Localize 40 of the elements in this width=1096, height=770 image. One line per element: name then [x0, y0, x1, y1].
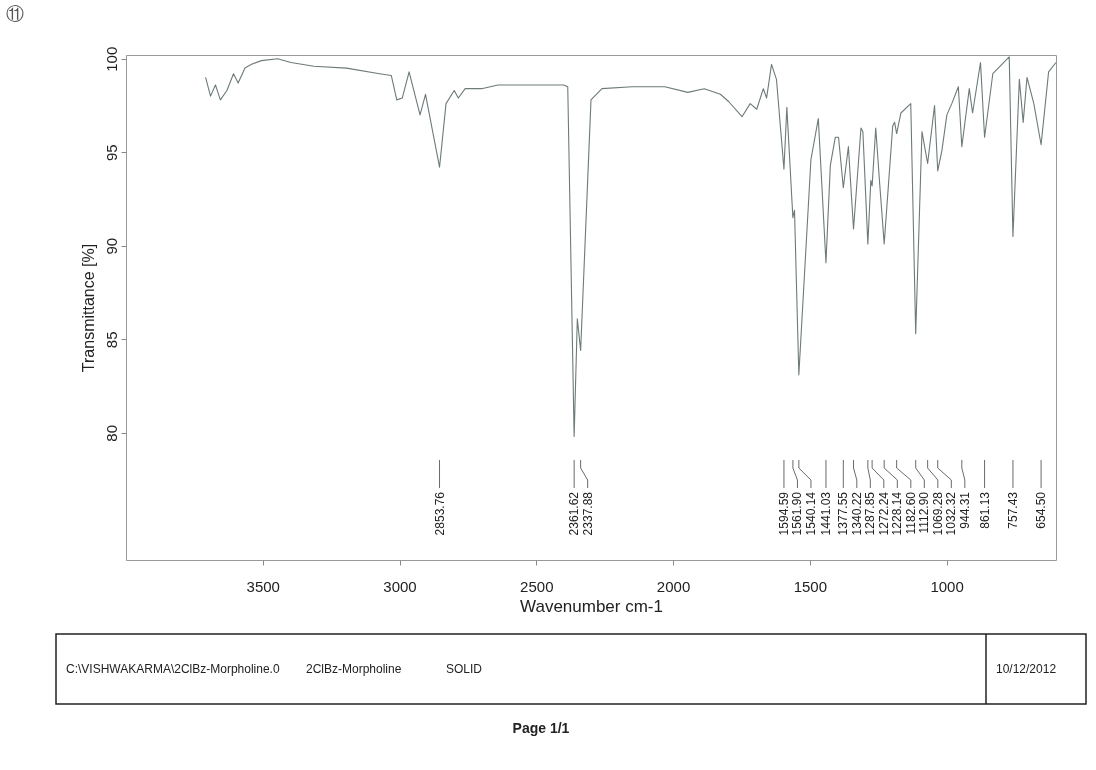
- line-series: [205, 56, 1057, 438]
- annotation: 944.31: [957, 491, 972, 529]
- text: ⑪: [6, 4, 24, 24]
- annotation: 1112.90: [917, 491, 932, 534]
- annotation: 1032.32: [944, 491, 959, 536]
- annotation: 1228.14: [890, 491, 905, 536]
- x-tick-label: 3500: [246, 577, 280, 595]
- annotation: 1182.60: [903, 491, 918, 535]
- annotation: 2361.62: [567, 491, 582, 536]
- text: 10/12/2012: [996, 662, 1057, 676]
- annotation: 1287.85: [863, 491, 878, 536]
- y-tick-label: 100: [102, 46, 120, 72]
- annotation: 1272.24: [876, 491, 891, 536]
- text: SOLID: [446, 662, 483, 676]
- x-tick-label: 3000: [383, 577, 417, 595]
- annotation: 757.43: [1005, 491, 1020, 529]
- annotation: 861.13: [977, 491, 992, 529]
- annotation: 1069.28: [930, 491, 945, 536]
- text: 2ClBz-Morpholine: [306, 662, 402, 676]
- annotation: 1340.22: [849, 491, 864, 536]
- x-tick-label: 1500: [793, 577, 828, 595]
- annotation: 1377.55: [836, 491, 851, 536]
- text: Page 1/1: [512, 720, 570, 736]
- annotation: 1540.14: [803, 491, 818, 536]
- y-tick-label: 95: [102, 144, 120, 162]
- annotation: 1441.03: [818, 491, 833, 536]
- y-tick-label: 80: [102, 424, 120, 442]
- annotation: 654.50: [1034, 491, 1049, 529]
- x-tick-label: 1000: [930, 577, 964, 595]
- annotation: 1561.90: [790, 491, 805, 536]
- annotation: 2853.76: [432, 491, 447, 536]
- annotation: 1594.59: [776, 491, 791, 536]
- x-tick-label: 2000: [656, 577, 691, 595]
- text: C:\VISHWAKARMA\2ClBz-Morpholine.0: [66, 662, 280, 676]
- x-axis-title: Wavenumber cm-1: [520, 596, 663, 616]
- x-tick-label: 2500: [520, 577, 554, 595]
- annotation: 2337.88: [580, 491, 595, 536]
- y-tick-label: 90: [102, 237, 120, 255]
- y-tick-label: 85: [102, 331, 120, 349]
- y-axis-title: Transmittance [%]: [79, 243, 97, 373]
